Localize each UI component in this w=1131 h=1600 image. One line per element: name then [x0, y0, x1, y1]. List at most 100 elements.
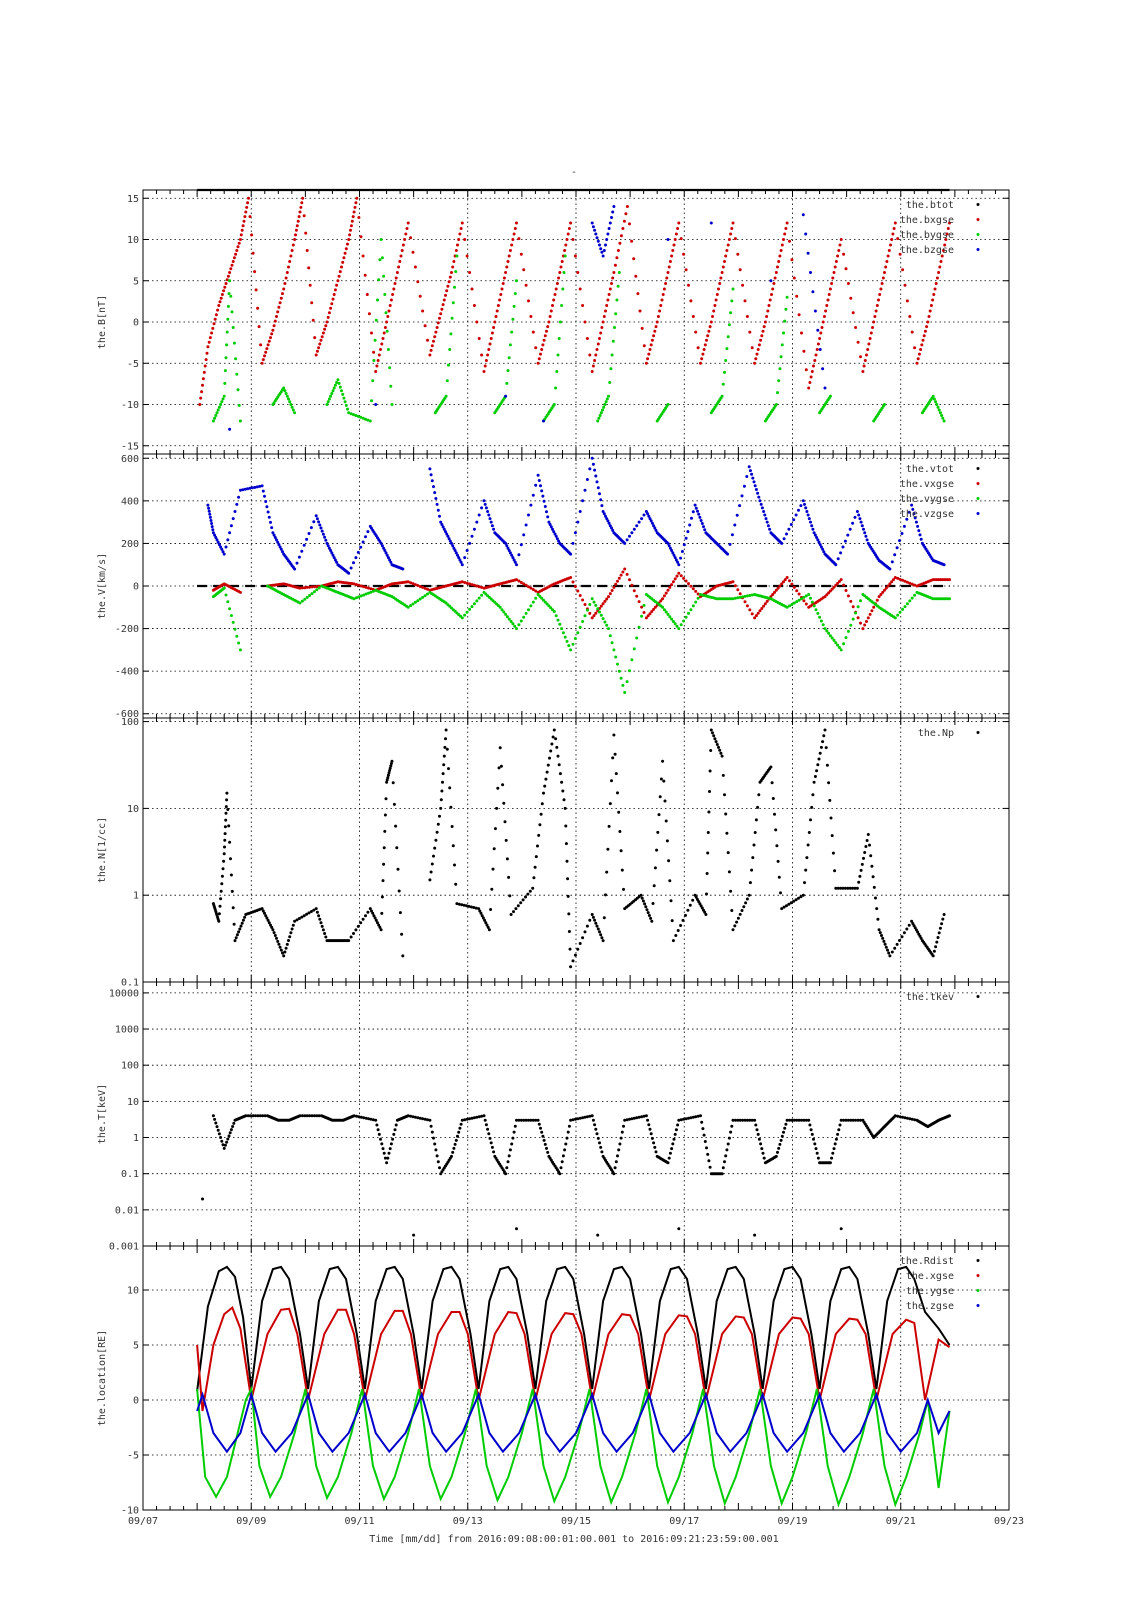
data-point-the.vzgse — [644, 510, 648, 513]
data-point-the.bygse — [603, 403, 607, 406]
data-point-the.bxgse — [898, 252, 902, 256]
data-point-the.vzgse — [379, 541, 383, 545]
data-point-the.Np — [653, 866, 657, 870]
data-point-the.vzgse — [529, 503, 533, 507]
data-point-the.tkev — [676, 1123, 680, 1127]
data-point-the.Np — [480, 914, 484, 918]
data-point-the.vzgse — [855, 510, 859, 513]
data-point-the.vygse — [554, 614, 558, 618]
data-point-the.vzgse — [750, 472, 754, 476]
data-point-the.vxgse — [238, 590, 242, 594]
data-point-the.Np — [448, 786, 452, 790]
data-point-the.vzgse — [315, 517, 319, 521]
data-point-the.Np — [703, 910, 707, 914]
data-point-the.vzgse — [272, 533, 276, 537]
data-point-the.tkev — [371, 1118, 375, 1122]
data-point-the.vzgse — [611, 528, 615, 532]
data-point-the.vzgse — [436, 508, 440, 512]
data-point-the.Np — [289, 931, 293, 935]
data-point-the.tkev — [537, 1122, 541, 1126]
data-point-the.vygse — [736, 596, 740, 600]
data-point-the.Np — [650, 919, 654, 923]
data-point-the.Np — [370, 909, 373, 913]
legend-marker-the.vygse — [976, 497, 980, 500]
data-point-the.vzgse — [221, 550, 225, 554]
data-point-the.bxgse — [563, 249, 567, 252]
data-point-the.bxgse — [564, 243, 568, 247]
data-point-the.Np — [875, 907, 879, 911]
data-point-the.bzgse — [542, 419, 545, 423]
data-point-the.bxgse — [662, 287, 666, 291]
data-point-the.vygse — [460, 616, 464, 620]
data-point-the.vygse — [836, 643, 840, 647]
data-point-the.vzgse — [302, 543, 306, 547]
data-point-the.tkev — [507, 1154, 511, 1158]
data-point-the.Np — [397, 889, 401, 893]
data-point-the.bygse — [726, 335, 730, 339]
data-point-the.tkev — [367, 1117, 370, 1121]
data-point-the.bxgse — [916, 357, 920, 361]
data-point-the.bxgse — [901, 268, 905, 272]
data-point-the.tkev — [839, 1227, 843, 1231]
data-point-the.Np — [821, 740, 825, 744]
data-point-the.vzgse — [433, 491, 437, 495]
panel-B: 151050-5-10-15the.B[nT]the.btotthe.bxgse… — [97, 188, 1010, 455]
data-point-the.tkev — [452, 1146, 456, 1150]
data-point-the.vxgse — [763, 602, 767, 606]
data-point-the.Np — [841, 886, 845, 890]
data-point-the.vzgse — [463, 556, 467, 560]
data-point-the.vzgse — [513, 560, 517, 564]
data-point-the.bxgse — [231, 260, 235, 263]
data-point-the.vxgse — [670, 583, 674, 587]
data-point-the.bxgse — [470, 287, 474, 291]
data-point-the.bxgse — [706, 334, 710, 338]
data-point-the.Np — [640, 896, 644, 900]
data-point-the.bygse — [214, 414, 218, 417]
data-point-the.bxgse — [837, 249, 841, 252]
data-point-the.Np — [300, 915, 304, 919]
data-point-the.vygse — [222, 586, 226, 590]
data-point-the.vzgse — [843, 539, 847, 543]
data-point-the.Np — [735, 920, 739, 924]
data-point-the.Np — [432, 854, 435, 858]
data-point-the.Np — [864, 845, 868, 848]
data-point-the.Np — [868, 843, 871, 847]
data-point-the.bxgse — [877, 298, 880, 302]
data-point-the.vxgse — [305, 585, 309, 589]
data-point-the.Np — [858, 874, 862, 878]
data-point-the.vygse — [661, 605, 665, 609]
data-point-the.tkev — [261, 1114, 265, 1118]
data-point-the.vygse — [834, 641, 838, 645]
data-point-the.vzgse — [512, 558, 516, 562]
data-point-the.vygse — [616, 662, 619, 666]
data-point-the.bxgse — [931, 298, 935, 302]
data-point-the.vygse — [823, 627, 827, 631]
data-point-the.Np — [823, 728, 827, 732]
data-point-the.Np — [542, 791, 545, 795]
data-point-the.tkev — [908, 1117, 912, 1121]
data-point-the.vygse — [359, 594, 363, 598]
data-point-the.vygse — [830, 636, 834, 640]
data-point-the.vzgse — [537, 479, 541, 482]
data-point-the.vzgse — [907, 510, 911, 514]
data-point-the.tkev — [392, 1132, 396, 1136]
data-point-the.bxgse — [762, 325, 766, 329]
data-point-the.Np — [745, 897, 749, 901]
data-point-the.bxgse — [649, 343, 653, 347]
data-point-the.Np — [544, 777, 548, 781]
series-the.vygse — [211, 584, 951, 694]
data-point-the.bzgse — [601, 254, 605, 258]
data-point-the.bxgse — [404, 232, 408, 236]
data-point-the.bxgse — [667, 265, 671, 269]
data-point-the.Np — [727, 870, 731, 874]
data-point-the.bxgse — [459, 227, 463, 230]
data-point-the.Np — [773, 812, 776, 816]
data-point-the.bxgse — [342, 256, 346, 260]
data-point-the.bxgse — [650, 338, 654, 342]
data-point-the.bxgse — [673, 238, 677, 241]
data-point-the.vygse — [509, 620, 513, 623]
data-point-the.bxgse — [235, 249, 239, 252]
legend-label-the.btot: the.btot — [906, 200, 954, 211]
data-point-the.bzgse — [608, 221, 612, 225]
data-point-the.bxgse — [442, 298, 446, 302]
